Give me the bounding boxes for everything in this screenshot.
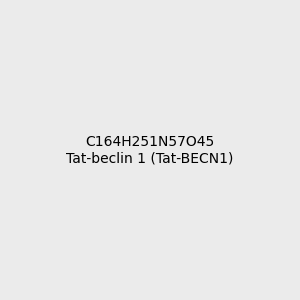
- Text: C164H251N57O45
Tat-beclin 1 (Tat-BECN1): C164H251N57O45 Tat-beclin 1 (Tat-BECN1): [66, 135, 234, 165]
